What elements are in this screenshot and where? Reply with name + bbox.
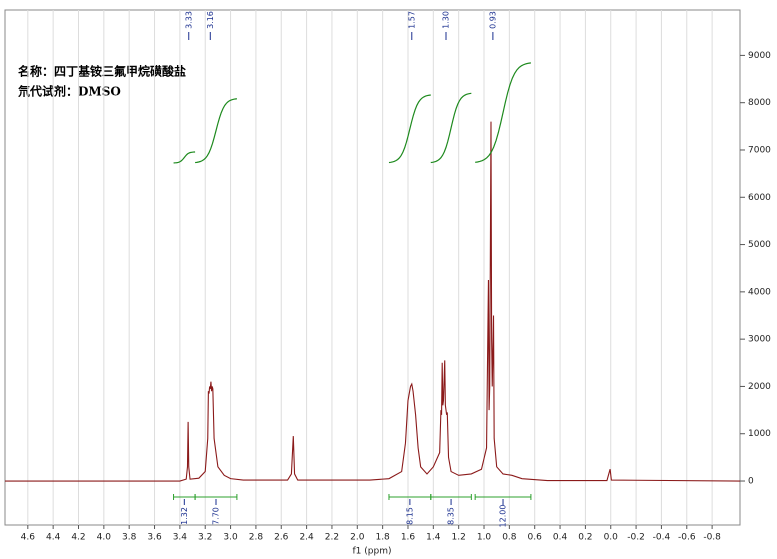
x-tick-label: 1.6 — [401, 533, 416, 543]
y-tick-label: 8000 — [748, 98, 771, 108]
peak-label: 1.57 — [407, 11, 416, 29]
integral-curve — [195, 98, 237, 164]
x-tick-label: 2.2 — [325, 533, 339, 543]
integral-label: 12.00 — [499, 505, 508, 528]
y-tick-label: 3000 — [748, 335, 771, 345]
integral-label: 8.15 — [405, 507, 414, 525]
x-tick-label: 2.0 — [350, 533, 365, 543]
x-tick-label: 1.4 — [426, 533, 441, 543]
spectrum-line — [5, 121, 741, 482]
x-tick-label: 2.4 — [299, 533, 314, 543]
integral-curve — [475, 62, 531, 163]
x-tick-label: 0.6 — [528, 533, 543, 543]
x-tick-label: 0.0 — [604, 533, 619, 543]
y-tick-label: 6000 — [748, 193, 771, 203]
y-tick-label: 1000 — [748, 429, 771, 439]
integral-curve — [173, 151, 196, 164]
x-tick-label: 2.6 — [274, 533, 289, 543]
x-tick-label: 0.8 — [502, 533, 517, 543]
annotation: 氘代试剂：DMSO — [18, 84, 121, 99]
x-tick-label: 1.8 — [375, 533, 390, 543]
x-axis-label: f1 (ppm) — [353, 547, 392, 557]
x-tick-label: 2.8 — [249, 533, 264, 543]
x-tick-label: -0.8 — [703, 533, 721, 543]
y-tick-label: 2000 — [748, 382, 771, 392]
y-tick-label: 5000 — [748, 240, 771, 250]
x-tick-label: 4.6 — [21, 533, 36, 543]
x-tick-label: 4.0 — [97, 533, 112, 543]
integral-label: 1.32 — [180, 507, 189, 525]
integral-curve — [388, 94, 431, 164]
x-tick-label: 3.0 — [223, 533, 238, 543]
annotation: 名称：四丁基铵三氟甲烷磺酸盐 — [18, 64, 186, 79]
peak-label: 3.16 — [206, 11, 215, 29]
x-tick-label: 1.2 — [452, 533, 466, 543]
y-tick-label: 7000 — [748, 145, 771, 155]
x-tick-label: 0.4 — [553, 533, 568, 543]
x-tick-label: 3.2 — [198, 533, 212, 543]
integral-label: 7.70 — [211, 507, 220, 525]
integral-curve — [430, 92, 472, 164]
plot-frame — [4, 9, 741, 526]
x-tick-label: -0.6 — [678, 533, 696, 543]
peak-label: 1.30 — [442, 11, 451, 29]
peak-label: 3.33 — [184, 11, 193, 29]
peak-label: 0.93 — [488, 11, 497, 29]
x-tick-label: 1.0 — [477, 533, 492, 543]
x-tick-label: 0.2 — [578, 533, 592, 543]
y-tick-label: 4000 — [748, 287, 771, 297]
y-tick-label: 9000 — [748, 51, 771, 61]
x-tick-label: 3.6 — [147, 533, 162, 543]
x-tick-label: -0.4 — [653, 533, 671, 543]
x-tick-label: -0.2 — [627, 533, 645, 543]
x-tick-label: 4.4 — [46, 533, 61, 543]
integral-label: 8.35 — [447, 507, 456, 525]
x-tick-label: 4.2 — [71, 533, 85, 543]
x-tick-label: 3.8 — [122, 533, 137, 543]
x-tick-label: 3.4 — [173, 533, 188, 543]
y-tick-label: 0 — [748, 477, 754, 487]
